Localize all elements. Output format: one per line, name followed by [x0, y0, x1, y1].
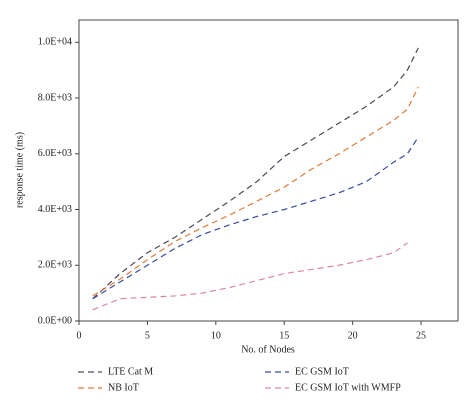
series-line: [92, 47, 419, 300]
x-tick-label: 5: [145, 330, 150, 341]
y-tick-label: 1.0E+04: [38, 37, 72, 48]
series-line: [92, 136, 419, 300]
y-tick-label: 2.0E+03: [38, 260, 72, 271]
legend-label: LTE Cat M: [108, 366, 153, 377]
y-tick-label: 4.0E+03: [38, 204, 72, 215]
x-axis-label: No. of Nodes: [241, 344, 295, 355]
x-tick-label: 10: [211, 330, 221, 341]
x-tick-label: 0: [77, 330, 82, 341]
x-tick-label: 25: [416, 330, 426, 341]
y-tick-label: 8.0E+03: [38, 92, 72, 103]
legend-label: NB IoT: [108, 382, 139, 393]
series-line: [92, 242, 408, 311]
legend-label: EC GSM IoT with WMFP: [295, 382, 401, 393]
series-line: [92, 86, 419, 297]
x-tick-label: 20: [348, 330, 358, 341]
y-tick-label: 0.0E+00: [38, 315, 72, 326]
legend-label: EC GSM IoT: [295, 366, 349, 377]
x-tick-label: 15: [279, 330, 289, 341]
plot-frame: [78, 19, 459, 322]
y-axis-label: response time (ms): [14, 132, 25, 208]
y-tick-label: 6.0E+03: [38, 148, 72, 159]
